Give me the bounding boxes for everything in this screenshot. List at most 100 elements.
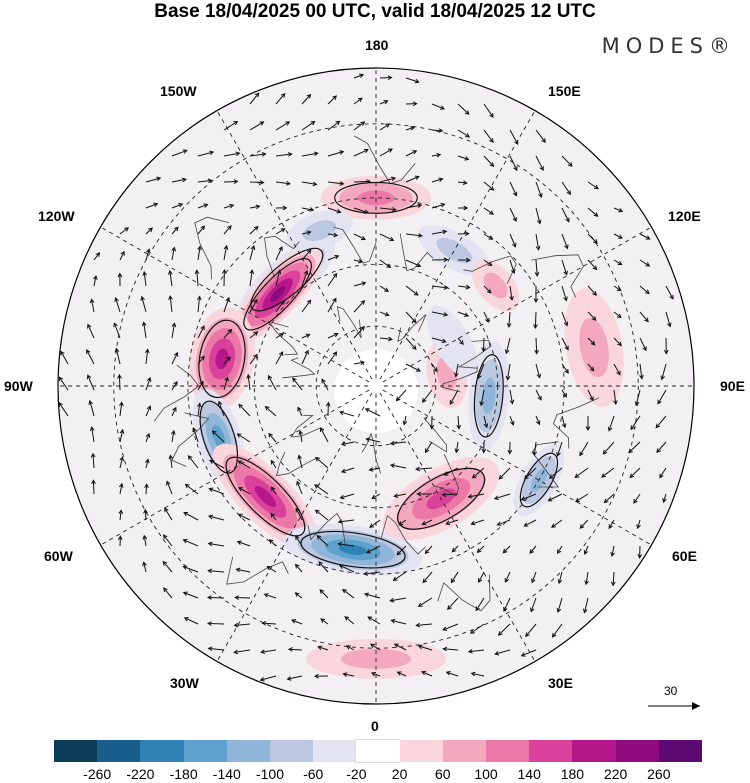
wind-arrow-head xyxy=(166,480,171,486)
wind-arrow-shaft xyxy=(275,228,286,235)
wind-arrow-shaft xyxy=(612,571,615,586)
wind-arrow-shaft xyxy=(367,616,381,625)
wind-arrow-head xyxy=(88,399,93,405)
wind-arrow-shaft xyxy=(264,593,277,599)
wind-arrow xyxy=(320,427,329,443)
wind-arrow-shaft xyxy=(275,300,285,313)
wind-arrow-shaft xyxy=(587,311,597,321)
wind-arrow xyxy=(294,563,303,573)
wind-arrow-head xyxy=(207,514,214,520)
wind-arrow xyxy=(268,432,277,443)
wind-arrow-head xyxy=(636,524,641,530)
wind-arrow xyxy=(470,671,485,677)
wind-arrow xyxy=(483,103,494,118)
wind-arrow-shaft xyxy=(197,325,205,339)
wind-arrow xyxy=(327,207,342,214)
colorbar-swatch xyxy=(658,740,703,762)
wind-arrow-shaft xyxy=(394,643,407,651)
wind-arrow xyxy=(301,207,315,212)
wind-arrow-shaft xyxy=(327,151,344,157)
wind-arrow-head xyxy=(389,440,395,446)
wind-arrow-head xyxy=(610,581,616,587)
wind-arrow-head xyxy=(305,333,311,338)
wind-arrow-head xyxy=(168,454,174,460)
wind-arrow xyxy=(249,121,265,131)
streamline-loop xyxy=(199,400,239,474)
wind-arrow-head xyxy=(506,322,512,328)
wind-arrow-shaft xyxy=(353,74,364,79)
wind-arrow-shaft xyxy=(561,155,573,167)
wind-arrow-head xyxy=(575,497,580,503)
wind-arrow-shaft xyxy=(234,649,251,653)
wind-arrow-head xyxy=(363,571,369,576)
lon-label-30w: 30W xyxy=(170,675,199,691)
colorbar-tick-label: 220 xyxy=(603,766,628,782)
wind-arrow-head xyxy=(358,258,364,264)
wind-arrow xyxy=(223,203,235,209)
wind-arrow-head xyxy=(541,138,546,144)
wind-arrow-head xyxy=(608,524,613,530)
wind-arrow xyxy=(481,441,487,454)
wind-arrow xyxy=(275,152,293,157)
wind-arrow xyxy=(395,389,407,402)
coastline-segment xyxy=(457,339,491,369)
wind-arrow-shaft xyxy=(171,323,175,339)
wind-arrow-shaft xyxy=(505,337,511,354)
wind-arrow-head xyxy=(396,671,402,676)
wind-arrow xyxy=(238,403,251,417)
wind-arrow-head xyxy=(525,632,530,638)
wind-arrow-shaft xyxy=(275,153,292,157)
wind-arrow-shaft xyxy=(327,255,339,261)
wind-arrow-shaft xyxy=(261,649,277,653)
wind-arrow-shaft xyxy=(171,407,177,417)
wind-arrow-shaft xyxy=(483,285,492,294)
wind-arrow-head xyxy=(363,592,369,598)
wind-arrow-shaft xyxy=(655,415,667,428)
wind-arrow-shaft xyxy=(275,181,290,185)
wind-arrow-head xyxy=(529,549,535,554)
wind-arrow-head xyxy=(200,355,205,361)
wind-arrow-shaft xyxy=(551,519,563,528)
wind-arrow-head xyxy=(363,148,369,154)
wind-arrow xyxy=(483,207,495,215)
wind-arrow-head xyxy=(616,370,621,376)
colorbar-tick-label: -220 xyxy=(126,766,155,782)
wind-arrow xyxy=(639,311,649,323)
wind-arrow-shaft xyxy=(223,225,232,235)
wind-arrow xyxy=(657,389,667,405)
wind-arrow-shaft xyxy=(509,129,519,145)
wind-arrow-head xyxy=(200,325,205,331)
wind-arrow-shaft xyxy=(145,177,161,183)
wind-arrow xyxy=(171,322,177,339)
wind-arrow xyxy=(345,645,355,651)
wind-arrow-shaft xyxy=(535,155,544,171)
wind-arrow xyxy=(267,374,277,391)
wind-arrow-head xyxy=(470,629,475,634)
wind-arrow xyxy=(478,571,485,583)
wind-arrow-head xyxy=(298,430,303,436)
wind-arrow xyxy=(233,649,251,655)
wind-arrow-shaft xyxy=(497,519,511,526)
wind-arrow-head xyxy=(463,205,469,211)
wind-arrow-shaft xyxy=(613,363,621,375)
wind-arrow-head xyxy=(87,323,92,329)
wind-arrow-shaft xyxy=(628,441,641,453)
wind-vectors xyxy=(58,73,674,682)
wind-arrow-shaft xyxy=(169,296,173,313)
wind-arrow xyxy=(90,452,96,469)
wind-arrow-shaft xyxy=(268,375,277,391)
wind-arrow xyxy=(457,180,468,186)
wind-arrow-shaft xyxy=(119,227,129,235)
wind-arrow-head xyxy=(395,396,401,402)
wind-arrow-head xyxy=(207,621,212,626)
wind-arrow-head xyxy=(445,671,451,676)
wind-arrow xyxy=(296,480,303,495)
wind-arrow-shaft xyxy=(145,406,151,417)
wind-arrow-shaft xyxy=(431,230,447,235)
wind-arrow-head xyxy=(442,229,448,235)
wind-arrow xyxy=(457,257,471,263)
wind-arrow-head xyxy=(556,451,561,457)
wind-arrow xyxy=(327,95,338,105)
wind-arrow-shaft xyxy=(92,480,95,495)
wind-arrow xyxy=(118,509,124,521)
